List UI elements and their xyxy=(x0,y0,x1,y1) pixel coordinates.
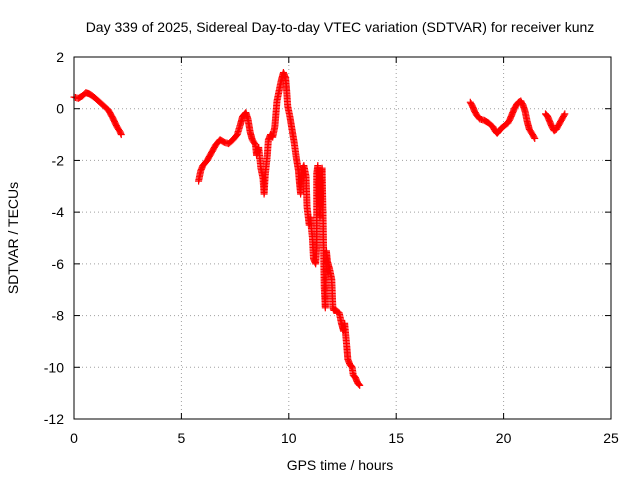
data-point xyxy=(561,110,569,118)
x-axis-label: GPS time / hours xyxy=(287,457,394,473)
x-tick-label: 25 xyxy=(603,430,619,446)
chart-title: Day 339 of 2025, Sidereal Day-to-day VTE… xyxy=(86,19,595,35)
data-points xyxy=(70,69,569,389)
plot-frame xyxy=(73,56,612,420)
x-tick-label: 0 xyxy=(70,430,78,446)
y-tick-label: -8 xyxy=(52,308,65,324)
x-tick-label: 10 xyxy=(281,430,297,446)
data-point xyxy=(117,131,125,139)
data-point xyxy=(531,134,539,142)
data-point xyxy=(354,380,362,388)
y-axis-label: SDTVAR / TECUs xyxy=(5,182,21,294)
y-tick-label: 0 xyxy=(56,101,64,117)
data-point xyxy=(530,133,538,141)
y-tick-label: -10 xyxy=(44,359,64,375)
x-tick-label: 15 xyxy=(388,430,404,446)
y-tick-label: -12 xyxy=(44,411,64,427)
y-tick-label: -6 xyxy=(52,256,65,272)
x-tick-label: 5 xyxy=(178,430,186,446)
y-tick-label: 2 xyxy=(56,49,64,65)
y-tick-label: -2 xyxy=(52,152,65,168)
grid xyxy=(74,57,611,419)
data-point xyxy=(356,381,364,389)
y-tick-label: -4 xyxy=(52,204,65,220)
data-point xyxy=(560,111,568,119)
x-tick-label: 20 xyxy=(496,430,512,446)
data-point xyxy=(347,362,355,370)
data-point xyxy=(355,381,363,389)
